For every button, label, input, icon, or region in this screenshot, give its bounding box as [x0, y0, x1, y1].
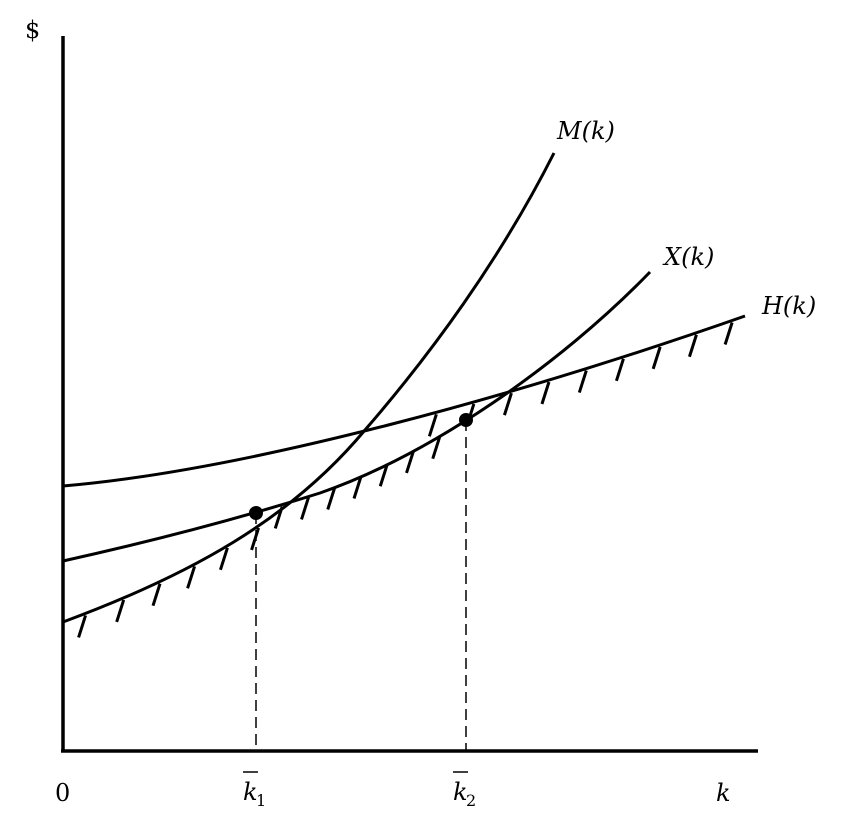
- hatch-mark: [405, 450, 415, 474]
- origin-label: 0: [55, 779, 70, 807]
- curve-h: [62, 314, 746, 488]
- hatch-mark: [431, 436, 442, 460]
- curve-m: [62, 152, 556, 624]
- curve-label-m: M(k): [556, 117, 615, 145]
- hatch-mark: [250, 527, 260, 551]
- hatch-mark: [77, 614, 87, 638]
- curve-label-x: X(k): [662, 243, 714, 271]
- hatch-mark: [378, 463, 389, 487]
- hatch-mark: [723, 322, 734, 345]
- curve-x: [62, 270, 652, 563]
- hatch-mark: [427, 413, 438, 437]
- hatch-mark: [577, 370, 588, 393]
- tick-label-k1-bar: k 1: [243, 771, 266, 810]
- hatch-mark: [186, 565, 197, 589]
- tick-label-k1-subscript: 1: [256, 791, 266, 810]
- x-axis-label: k: [716, 779, 731, 807]
- tick-label-k2: k: [453, 778, 468, 806]
- hatch-mark: [502, 392, 513, 416]
- hatch-mark: [352, 476, 363, 499]
- tick-label-k2-subscript: 2: [466, 791, 476, 810]
- lower-envelope-hatching: [77, 322, 734, 638]
- tick-label-k1: k: [243, 778, 258, 806]
- intersection-point-k2: [459, 413, 473, 427]
- hatch-mark: [614, 358, 625, 382]
- hatch-mark: [688, 334, 698, 358]
- hatch-mark: [115, 599, 126, 623]
- hatch-mark: [651, 346, 662, 370]
- hatch-mark: [151, 583, 162, 607]
- hatch-mark: [540, 381, 551, 405]
- hatch-mark: [300, 496, 310, 520]
- y-axis-label: $: [25, 16, 40, 44]
- tick-label-k2-bar: k 2: [453, 771, 476, 810]
- hatch-mark: [219, 547, 229, 571]
- intersection-point-k1: [249, 506, 263, 520]
- curve-label-h: H(k): [761, 292, 816, 320]
- hatch-mark: [326, 487, 337, 510]
